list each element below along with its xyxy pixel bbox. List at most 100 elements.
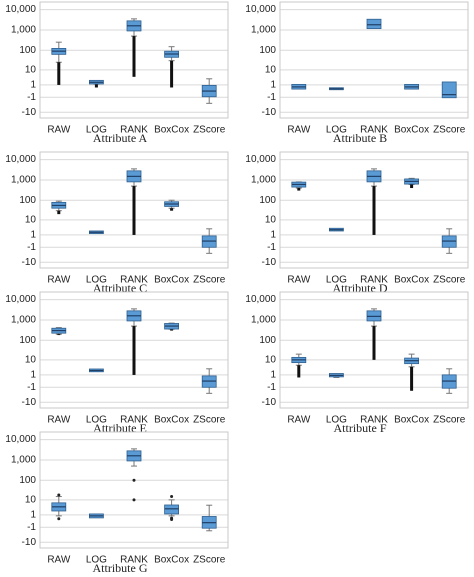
y-tick-label: -1 [27, 242, 36, 253]
x-tick-label: BoxCox [154, 555, 189, 566]
panel-caption: Attribute E [93, 421, 147, 435]
y-tick-label: 10,000 [5, 4, 36, 15]
y-tick-label: -1 [267, 242, 276, 253]
plot-frame [279, 1, 469, 119]
x-tick-label: BoxCox [154, 415, 189, 426]
x-tick-label: RANK [120, 275, 148, 286]
x-tick-label: LOG [326, 415, 347, 426]
x-tick-label: LOG [326, 125, 347, 136]
y-tick-label: 10,000 [5, 154, 36, 165]
x-tick-label: RAW [287, 125, 311, 136]
x-tick-label: RAW [47, 125, 71, 136]
panel-caption: Attribute F [334, 421, 387, 435]
outlier [132, 478, 136, 482]
y-tick-label: 100 [19, 195, 36, 206]
y-tick-label: 10 [265, 64, 277, 75]
y-tick-label: 10 [25, 354, 37, 365]
y-tick-label: -10 [22, 397, 37, 408]
outlier [132, 498, 136, 502]
outlier [170, 517, 174, 521]
plot-frame [279, 151, 469, 269]
y-tick-label: -10 [262, 107, 277, 118]
plot-frame [39, 1, 229, 119]
panel-caption: Attribute B [333, 131, 387, 145]
y-tick-label: 10 [265, 354, 277, 365]
x-tick-label: RANK [120, 555, 148, 566]
y-tick-label: 1 [270, 370, 276, 381]
x-tick-label: RAW [47, 275, 71, 286]
y-tick-label: -1 [267, 382, 276, 393]
y-tick-label: 1,000 [251, 315, 276, 326]
x-tick-label: BoxCox [154, 125, 189, 136]
x-tick-label: ZScore [433, 125, 466, 136]
y-tick-label: -10 [22, 257, 37, 268]
x-tick-label: BoxCox [154, 275, 189, 286]
y-tick-label: 100 [19, 45, 36, 56]
y-tick-label: -10 [22, 537, 37, 548]
x-tick-label: RANK [360, 125, 388, 136]
y-tick-label: 10 [25, 214, 37, 225]
plot-frame [39, 151, 229, 269]
y-tick-label: 100 [259, 335, 276, 346]
y-tick-label: 1,000 [11, 455, 36, 466]
y-tick-label: 100 [19, 335, 36, 346]
box [164, 504, 180, 515]
x-tick-label: RANK [120, 125, 148, 136]
y-tick-label: 1,000 [251, 25, 276, 36]
y-tick-label: 10,000 [5, 434, 36, 445]
y-tick-label: -10 [262, 397, 277, 408]
plot-frame [279, 291, 469, 409]
outlier [57, 493, 61, 497]
panel-caption: Attribute C [93, 281, 147, 295]
y-tick-label: 100 [259, 45, 276, 56]
x-tick-label: LOG [86, 415, 107, 426]
y-tick-label: 1 [270, 230, 276, 241]
y-tick-label: 100 [19, 475, 36, 486]
y-tick-label: -1 [27, 522, 36, 533]
x-tick-label: LOG [86, 275, 107, 286]
x-tick-label: BoxCox [394, 125, 429, 136]
y-tick-label: 1,000 [251, 175, 276, 186]
plot-frame [39, 431, 229, 549]
x-tick-label: BoxCox [394, 415, 429, 426]
y-tick-label: 1 [30, 370, 36, 381]
y-tick-label: -10 [22, 107, 37, 118]
x-tick-label: RAW [287, 415, 311, 426]
x-tick-label: ZScore [433, 275, 466, 286]
x-tick-label: ZScore [193, 415, 226, 426]
x-tick-label: RANK [360, 275, 388, 286]
y-tick-label: 10 [25, 494, 37, 505]
y-tick-label: 1,000 [11, 175, 36, 186]
y-tick-label: 10 [25, 64, 37, 75]
y-tick-label: 10 [265, 214, 277, 225]
y-tick-label: 10,000 [5, 294, 36, 305]
x-tick-label: ZScore [193, 125, 226, 136]
panel-caption: Attribute G [93, 561, 148, 575]
x-tick-label: ZScore [433, 415, 466, 426]
x-tick-label: LOG [86, 555, 107, 566]
y-tick-label: 1 [270, 80, 276, 91]
x-tick-label: BoxCox [394, 275, 429, 286]
y-tick-label: 1 [30, 230, 36, 241]
x-tick-label: ZScore [193, 555, 226, 566]
y-tick-label: -1 [267, 92, 276, 103]
y-tick-label: 100 [259, 195, 276, 206]
x-tick-label: RAW [47, 555, 71, 566]
x-tick-label: LOG [326, 275, 347, 286]
y-tick-label: 1,000 [11, 25, 36, 36]
x-tick-label: RANK [360, 415, 388, 426]
plot-frame [39, 291, 229, 409]
y-tick-label: 10,000 [245, 154, 276, 165]
box [441, 81, 457, 99]
y-tick-label: 1 [30, 510, 36, 521]
y-tick-label: 10,000 [245, 294, 276, 305]
x-tick-label: RAW [47, 415, 71, 426]
panel-caption: Attribute D [333, 281, 388, 295]
x-tick-label: RAW [287, 275, 311, 286]
y-tick-label: -10 [262, 257, 277, 268]
panel-caption: Attribute A [93, 131, 148, 145]
y-tick-label: 10,000 [245, 4, 276, 15]
outlier [57, 517, 61, 521]
y-tick-label: -1 [27, 92, 36, 103]
